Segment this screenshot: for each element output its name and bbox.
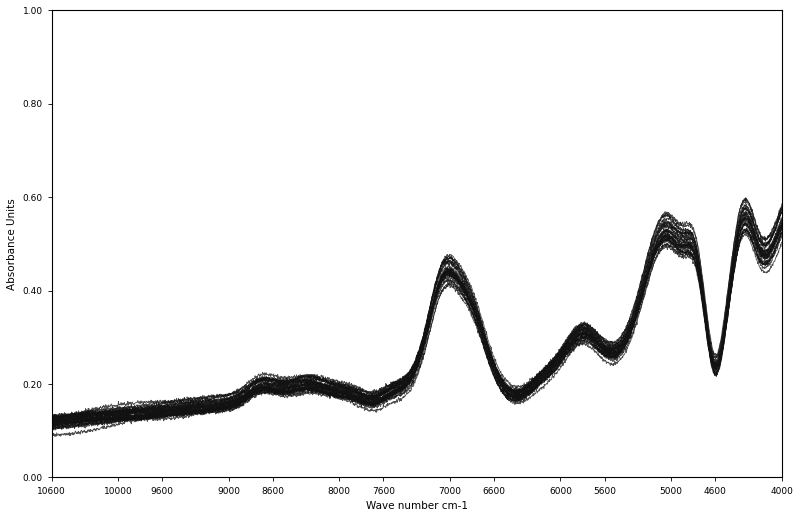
Y-axis label: Absorbance Units: Absorbance Units <box>7 198 17 290</box>
X-axis label: Wave number cm-1: Wave number cm-1 <box>366 501 468 511</box>
